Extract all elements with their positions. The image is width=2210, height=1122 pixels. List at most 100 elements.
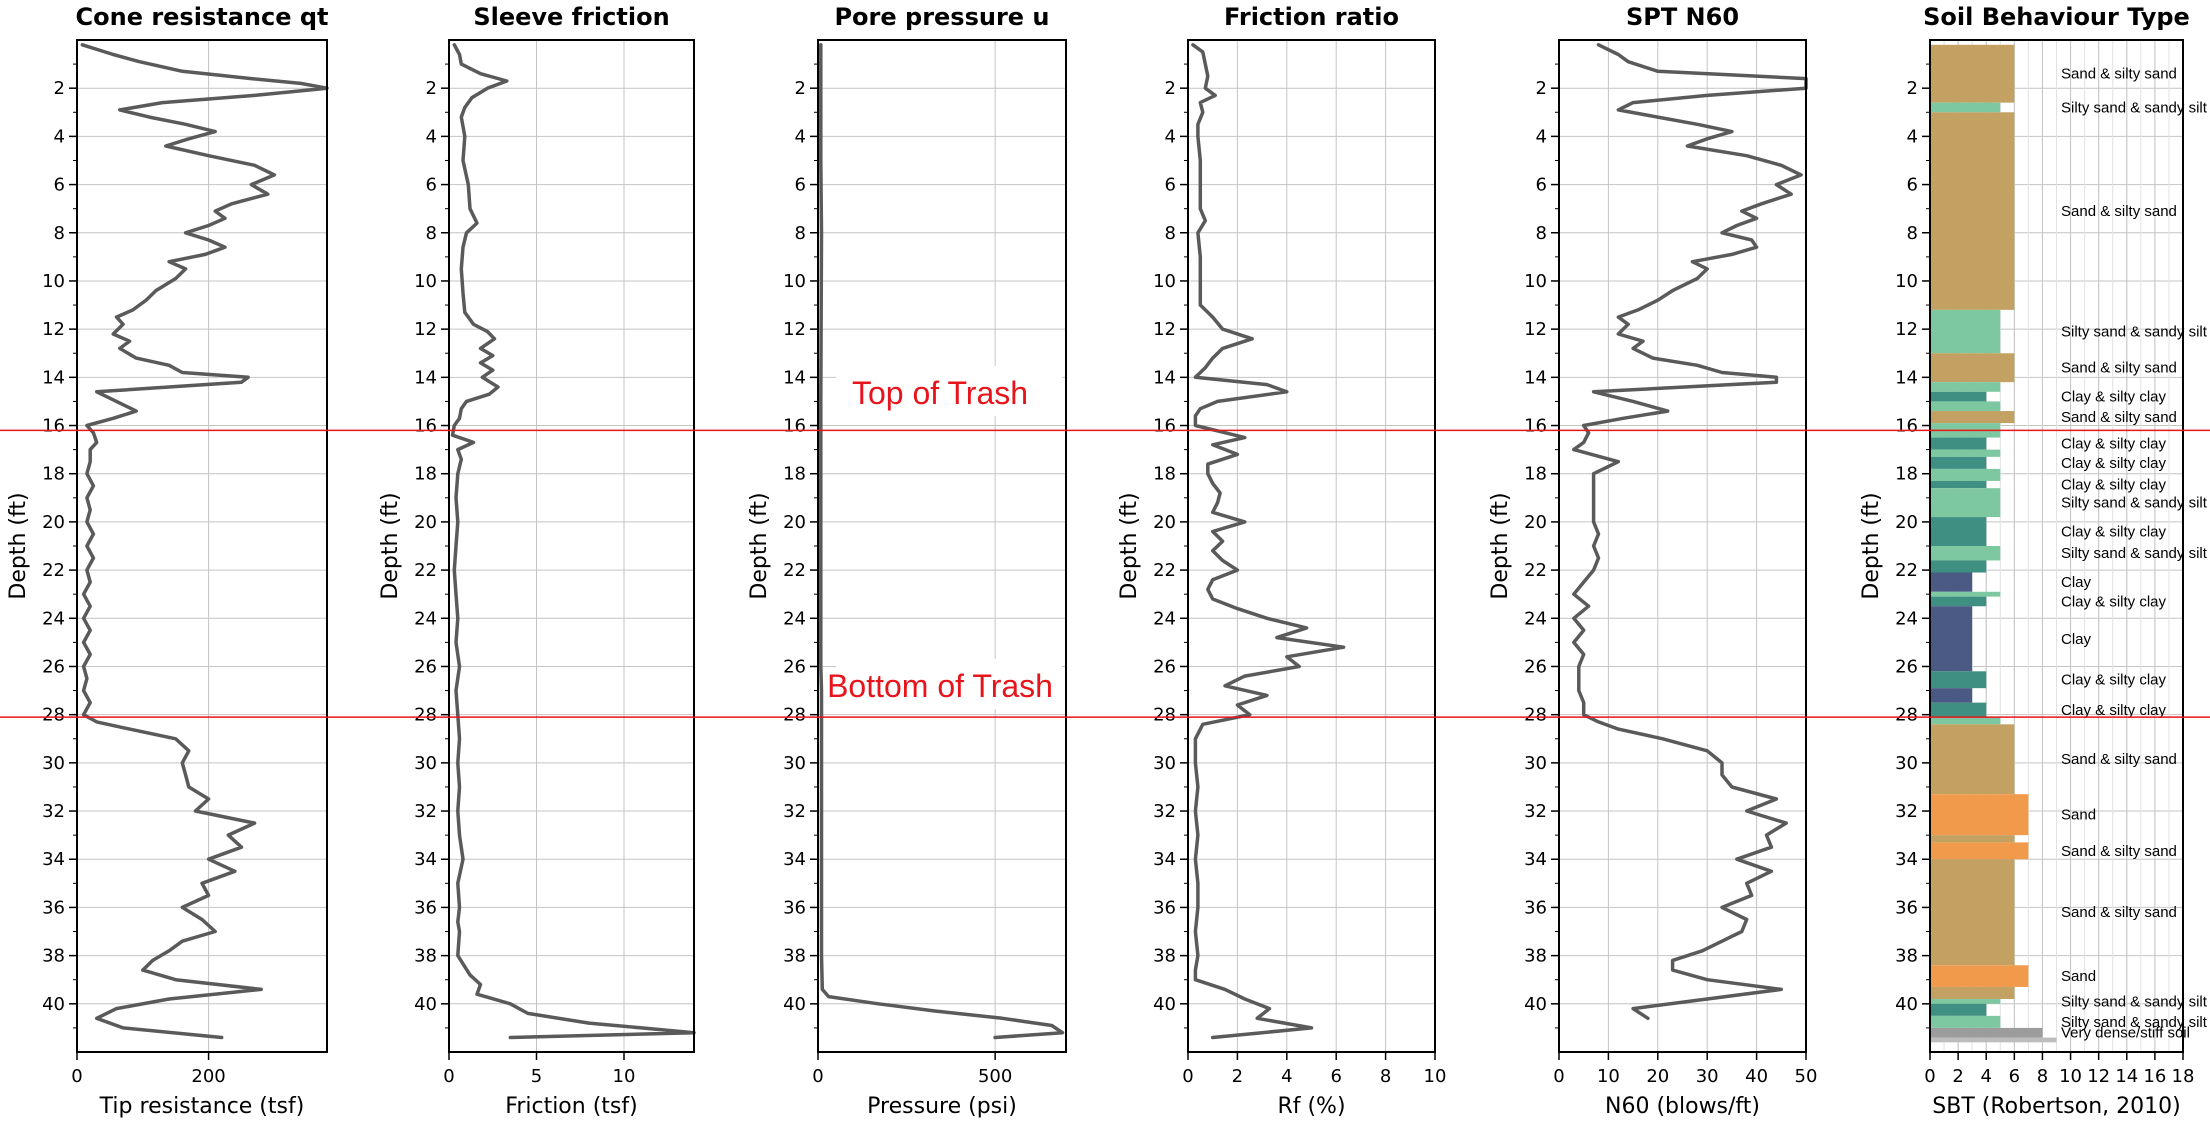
y-tick-label: 14	[783, 367, 806, 388]
y-tick-label: 4	[1907, 126, 1918, 147]
y-tick-label: 22	[783, 560, 806, 581]
sbt-layer-bar	[1930, 606, 1973, 672]
sbt-layer-label: Silty sand & sandy silt	[2061, 99, 2208, 116]
y-tick-label: 30	[414, 753, 437, 774]
sbt-layer-bar	[1930, 596, 1987, 607]
sbt-layer-bar	[1930, 724, 2015, 795]
y-tick-label: 32	[1153, 801, 1176, 822]
x-axis-label: N60 (blows/ft)	[1605, 1094, 1760, 1119]
x-tick-label: 50	[1795, 1066, 1818, 1087]
x-tick-label: 10	[1424, 1066, 1447, 1087]
plot-area	[449, 40, 694, 1052]
y-tick-label: 30	[42, 753, 65, 774]
sbt-layer-label: Sand & silty sand	[2061, 751, 2177, 768]
y-tick-label: 2	[1165, 78, 1176, 99]
sbt-layer-label: Sand & silty sand	[2061, 904, 2177, 921]
x-axis-label: Tip resistance (tsf)	[99, 1094, 305, 1119]
sbt-layer-bar	[1930, 842, 2029, 860]
x-tick-label: 40	[1745, 1066, 1768, 1087]
y-tick-label: 14	[1895, 367, 1918, 388]
y-tick-label: 16	[1153, 416, 1176, 437]
y-tick-label: 20	[783, 512, 806, 533]
sbt-layer-bar	[1930, 998, 2001, 1004]
plot-frame	[817, 39, 1067, 1053]
sbt-layer-bar	[1930, 546, 2001, 561]
sbt-layer-label: Sand	[2061, 968, 2096, 985]
y-tick-label: 22	[1153, 560, 1176, 581]
y-tick-label: 38	[1153, 946, 1176, 967]
y-axis-label: Depth (ft)	[1859, 492, 1884, 599]
y-tick-label: 36	[1153, 897, 1176, 918]
x-tick-label: 4	[1281, 1066, 1292, 1087]
x-tick-label: 4	[1980, 1066, 1991, 1087]
y-tick-label: 38	[1895, 946, 1918, 967]
y-tick-label: 12	[1524, 319, 1547, 340]
y-tick-label: 18	[42, 464, 65, 485]
y-tick-label: 8	[1907, 223, 1918, 244]
sbt-layer-bar	[1930, 480, 1987, 489]
y-tick-label: 20	[42, 512, 65, 533]
y-tick-label: 22	[1895, 560, 1918, 581]
y-tick-label: 4	[426, 126, 437, 147]
plot-frame	[448, 39, 695, 1053]
y-tick-label: 2	[1907, 78, 1918, 99]
y-tick-label: 26	[1895, 656, 1918, 677]
x-tick-label: 30	[1696, 1066, 1719, 1087]
y-tick-label: 4	[795, 126, 806, 147]
y-tick-label: 34	[42, 849, 65, 870]
annotation-label: Top of Trash	[852, 375, 1028, 411]
sbt-layer-bar	[1930, 572, 1973, 592]
y-tick-label: 28	[783, 705, 806, 726]
sbt-layer-bar	[1930, 671, 1987, 689]
sbt-layer-bar	[1930, 488, 2001, 518]
sbt-layer-bar	[1930, 1003, 1987, 1016]
sbt-layer-bar	[1930, 468, 2001, 481]
x-tick-label: 0	[443, 1066, 454, 1087]
y-axis-label: Depth (ft)	[378, 492, 403, 599]
x-tick-label: 5	[531, 1066, 542, 1087]
y-tick-label: 30	[1524, 753, 1547, 774]
sbt-layer-bar	[1930, 835, 2015, 843]
sbt-layer-bar	[1930, 702, 1987, 718]
sbt-layer-label: Clay & silty clay	[2061, 672, 2167, 689]
y-tick-label: 36	[783, 897, 806, 918]
y-tick-label: 22	[1524, 560, 1547, 581]
y-tick-label: 8	[1165, 223, 1176, 244]
sbt-layer-label: Clay & silty clay	[2061, 389, 2167, 406]
x-tick-label: 20	[1646, 1066, 1669, 1087]
y-tick-label: 28	[1895, 705, 1918, 726]
panel-title: Sleeve friction	[473, 3, 669, 31]
y-tick-label: 22	[414, 560, 437, 581]
y-tick-label: 26	[42, 656, 65, 677]
y-tick-label: 12	[1895, 319, 1918, 340]
y-tick-label: 38	[42, 946, 65, 967]
sbt-layer-label: Sand & silty sand	[2061, 66, 2177, 83]
x-tick-label: 8	[2037, 1066, 2048, 1087]
sbt-layer-label: Sand & silty sand	[2061, 843, 2177, 860]
sbt-layer-bar	[1930, 411, 2015, 424]
annotation-background	[836, 366, 1062, 416]
sbt-layer-label: Silty sand & sandy silt	[2061, 545, 2208, 562]
y-tick-label: 36	[42, 897, 65, 918]
y-tick-label: 18	[1524, 464, 1547, 485]
sbt-layer-label: Clay & silty clay	[2061, 593, 2167, 610]
y-tick-label: 28	[1524, 705, 1547, 726]
y-tick-label: 12	[1153, 319, 1176, 340]
y-axis-label: Depth (ft)	[747, 492, 772, 599]
sbt-layer-bar	[1930, 688, 1973, 703]
y-tick-label: 34	[783, 849, 806, 870]
x-axis-label: Rf (%)	[1277, 1094, 1345, 1119]
series-line	[819, 43, 1065, 1040]
y-tick-label: 14	[1153, 367, 1176, 388]
sbt-layer-label: Silty sand & sandy silt	[2061, 993, 2208, 1010]
sbt-layer-label: Clay & silty clay	[2061, 436, 2167, 453]
y-axis-label: Depth (ft)	[1488, 492, 1513, 599]
y-tick-label: 40	[414, 994, 437, 1015]
x-tick-label: 0	[1553, 1066, 1564, 1087]
y-tick-label: 32	[1524, 801, 1547, 822]
